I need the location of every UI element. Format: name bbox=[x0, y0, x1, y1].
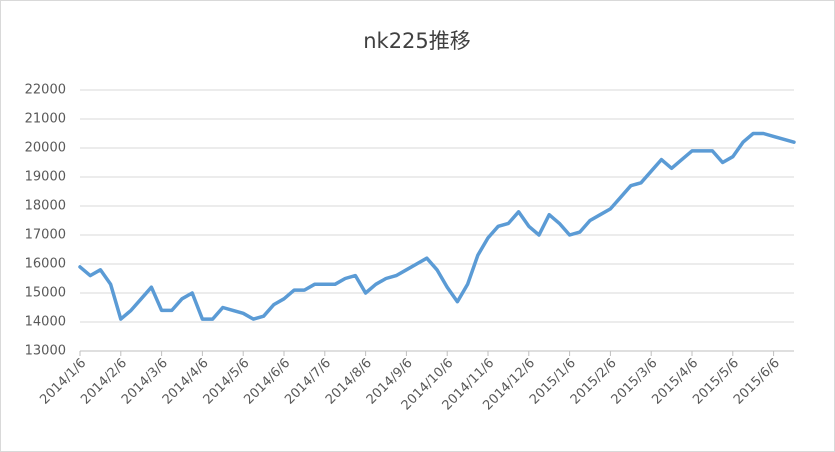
y-tick-label: 16000 bbox=[25, 257, 66, 272]
y-tick-label: 18000 bbox=[25, 199, 66, 214]
line-series bbox=[78, 131, 796, 321]
y-tick-label: 17000 bbox=[25, 228, 66, 243]
y-tick-label: 15000 bbox=[25, 286, 66, 301]
y-tick-label: 20000 bbox=[25, 141, 66, 156]
y-tick-label: 13000 bbox=[25, 344, 66, 359]
y-tick-label: 14000 bbox=[25, 315, 66, 330]
y-tick-label: 22000 bbox=[25, 83, 66, 98]
y-tick-label: 19000 bbox=[25, 170, 66, 185]
y-tick-label: 21000 bbox=[25, 112, 66, 127]
chart-title: nk225推移 bbox=[363, 29, 471, 53]
